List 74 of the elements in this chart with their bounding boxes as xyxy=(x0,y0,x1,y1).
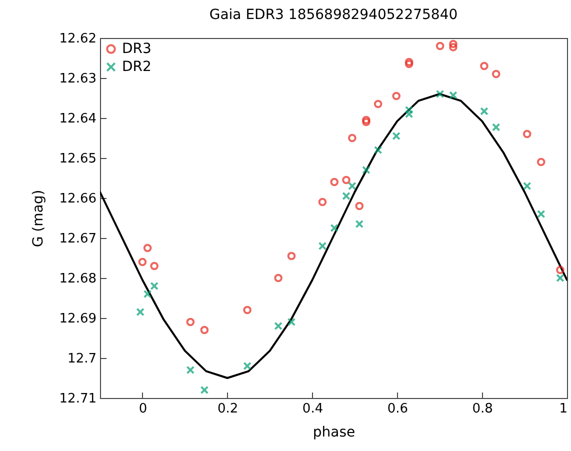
point xyxy=(348,182,356,190)
legend-label: DR3 xyxy=(122,41,152,57)
y-tick-label: 12.69 xyxy=(59,312,96,326)
point xyxy=(556,274,564,282)
point xyxy=(492,123,500,132)
point xyxy=(348,134,356,142)
y-tick-label: 12.67 xyxy=(59,232,96,246)
point xyxy=(362,116,370,124)
point xyxy=(522,182,532,190)
x-axis-title: phase xyxy=(312,424,356,440)
y-tick-label: 12.65 xyxy=(59,152,96,166)
y-tick-label: 12.63 xyxy=(59,72,96,86)
point xyxy=(449,40,458,48)
point xyxy=(436,90,444,98)
point xyxy=(200,386,209,394)
point xyxy=(392,132,400,140)
point xyxy=(150,262,159,270)
point xyxy=(287,252,296,260)
x-tick-label: 0.4 xyxy=(302,402,324,416)
point xyxy=(362,118,370,126)
point xyxy=(150,282,159,290)
point xyxy=(318,242,327,250)
point xyxy=(355,220,364,228)
point xyxy=(492,70,500,78)
point xyxy=(404,58,414,66)
line-series xyxy=(100,93,567,379)
point xyxy=(186,366,195,374)
point xyxy=(330,178,339,186)
point xyxy=(392,92,400,100)
chart-title: Gaia EDR3 1856898294052275840 xyxy=(209,7,458,23)
point xyxy=(342,176,350,184)
x-tick-label: 0.2 xyxy=(218,402,238,416)
y-tick-label: 12.62 xyxy=(59,32,96,46)
point xyxy=(330,224,339,232)
point xyxy=(342,192,350,200)
point xyxy=(404,110,414,118)
y-tick-label: 12.7 xyxy=(68,352,96,366)
x-tick-label: 0.6 xyxy=(387,402,408,416)
point xyxy=(556,266,564,274)
point xyxy=(522,130,532,138)
y-tick-label: 12.64 xyxy=(59,112,96,126)
point xyxy=(143,244,152,252)
legend-label: DR2 xyxy=(122,59,152,75)
point xyxy=(536,210,546,218)
point xyxy=(274,274,282,282)
x-tick-label: 0 xyxy=(138,402,148,416)
point xyxy=(374,100,382,108)
point xyxy=(449,91,458,100)
y-axis-title: G (mag) xyxy=(30,190,46,248)
point xyxy=(200,326,209,334)
x-tick-label: 0.8 xyxy=(472,402,493,416)
y-tick-label: 12.71 xyxy=(59,392,96,406)
point xyxy=(243,362,252,370)
point xyxy=(136,308,144,316)
point xyxy=(138,258,147,266)
point xyxy=(143,290,152,298)
point xyxy=(374,146,382,154)
point xyxy=(287,318,296,326)
y-tick-label: 12.68 xyxy=(59,272,96,286)
point xyxy=(355,202,364,210)
point xyxy=(274,322,282,330)
point xyxy=(436,42,444,50)
point xyxy=(243,306,252,314)
point xyxy=(480,107,488,116)
point xyxy=(318,198,327,206)
point xyxy=(186,318,195,326)
point xyxy=(480,62,488,70)
x-tick-label: 1 xyxy=(559,402,568,416)
point xyxy=(362,166,370,174)
point xyxy=(449,43,458,52)
y-tick-label: 12.66 xyxy=(59,192,96,206)
point xyxy=(536,158,546,166)
point xyxy=(404,60,414,68)
point xyxy=(404,106,414,114)
